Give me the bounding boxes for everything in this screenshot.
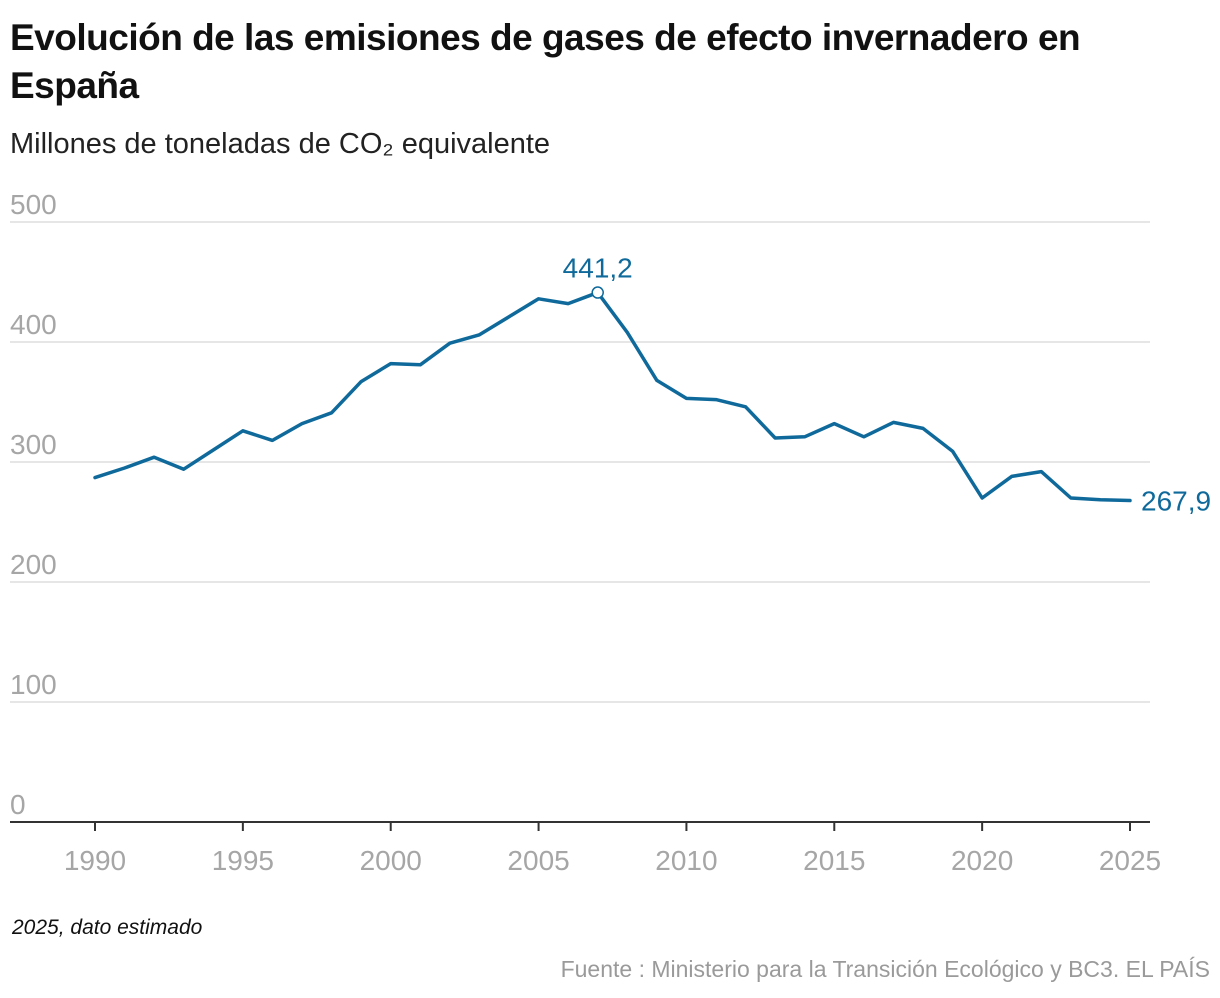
- data-point-2023: [1069, 496, 1073, 500]
- y-tick-label-200: 200: [10, 549, 57, 580]
- data-point-2003: [477, 333, 481, 337]
- data-point-2016: [862, 435, 866, 439]
- annotation-peak-label: 441,2: [563, 253, 633, 284]
- data-point-1992: [152, 455, 156, 459]
- chart-title: Evolución de las emisiones de gases de e…: [10, 17, 1081, 106]
- chart-subtitle: Millones de toneladas de CO₂ equivalente: [10, 128, 551, 160]
- x-tick-label-2015: 2015: [803, 845, 865, 876]
- data-point-2019: [951, 449, 955, 453]
- data-point-1993: [182, 467, 186, 471]
- y-tick-label-500: 500: [10, 189, 57, 220]
- y-tick-label-300: 300: [10, 429, 57, 460]
- x-tick-label-2000: 2000: [360, 845, 422, 876]
- x-tick-label-2020: 2020: [951, 845, 1013, 876]
- annotation-last-label: 267,9: [1141, 486, 1211, 517]
- data-point-2013: [773, 436, 777, 440]
- data-point-2009: [655, 378, 659, 382]
- annotations: 441,2 267,9: [563, 253, 1211, 517]
- data-point-1995: [241, 429, 245, 433]
- data-point-2018: [921, 426, 925, 430]
- data-point-2001: [418, 363, 422, 367]
- gridlines: [10, 221, 1150, 703]
- data-point-2012: [744, 405, 748, 409]
- data-point-2010: [684, 396, 688, 400]
- x-tick-label-1995: 1995: [212, 845, 274, 876]
- y-axis-tick-labels: 0 100 200 300 400 500: [10, 189, 57, 820]
- data-point-2024: [1098, 498, 1102, 502]
- peak-marker: [591, 286, 604, 299]
- data-point-1996: [270, 438, 274, 442]
- footnote: 2025, dato estimado: [12, 916, 203, 939]
- data-point-2015: [832, 422, 836, 426]
- data-point-1990: [93, 476, 97, 480]
- data-point-1991: [123, 466, 127, 470]
- emissions-line-chart: 0 100 200 300 400 500 1990 1995 2000 2005 2010 201…: [10, 189, 1211, 876]
- y-tick-label-400: 400: [10, 309, 57, 340]
- data-point-2017: [891, 420, 895, 424]
- data-point-2020: [980, 496, 984, 500]
- x-axis-tick-labels: 1990 1995 2000 2005 2010 2015 2020 2025: [64, 845, 1161, 876]
- emissions-series-line: [93, 290, 1132, 503]
- data-point-2014: [803, 435, 807, 439]
- data-point-2025: [1128, 499, 1132, 503]
- data-point-2021: [1010, 474, 1014, 478]
- x-tick-label-2005: 2005: [507, 845, 569, 876]
- data-point-2011: [714, 398, 718, 402]
- data-point-2004: [507, 315, 511, 319]
- data-point-1994: [211, 448, 215, 452]
- data-point-2006: [566, 302, 570, 306]
- data-point-2000: [389, 362, 393, 366]
- data-point-2005: [537, 297, 541, 301]
- data-point-2008: [625, 330, 629, 334]
- x-tick-label-2010: 2010: [655, 845, 717, 876]
- y-tick-label-0: 0: [10, 789, 26, 820]
- source-credit: Fuente : Ministerio para la Transición E…: [560, 956, 1210, 982]
- y-tick-label-100: 100: [10, 669, 57, 700]
- data-point-1998: [330, 411, 334, 415]
- data-point-1999: [359, 380, 363, 384]
- data-points: [93, 291, 1132, 503]
- data-point-1997: [300, 422, 304, 426]
- data-point-2002: [448, 341, 452, 345]
- x-axis-ticks: [94, 822, 1131, 831]
- data-point-2022: [1039, 470, 1043, 474]
- x-tick-label-1990: 1990: [64, 845, 126, 876]
- x-tick-label-2025: 2025: [1099, 845, 1161, 876]
